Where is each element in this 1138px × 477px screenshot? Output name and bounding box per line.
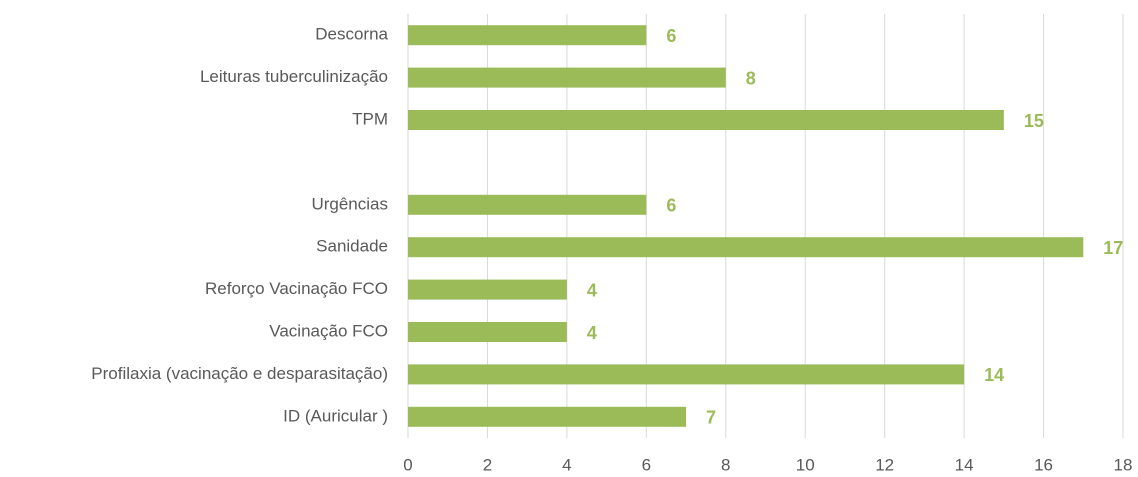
bar (408, 110, 1004, 130)
x-tick-label: 2 (483, 455, 492, 474)
bar (408, 279, 567, 300)
y-tick-label: ID (Auricular ) (283, 406, 388, 425)
x-tick-label: 18 (1114, 455, 1133, 474)
y-tick-label: Reforço Vacinação FCO (205, 279, 388, 298)
bar (408, 194, 647, 215)
y-tick-label: Profilaxia (vacinação e desparasitação) (91, 364, 388, 383)
bar (408, 237, 1084, 258)
x-tick-label: 4 (562, 455, 571, 474)
value-label: 8 (746, 68, 756, 88)
value-label: 7 (706, 408, 716, 428)
value-label: 14 (984, 365, 1004, 385)
value-label: 6 (666, 26, 676, 46)
value-label: 6 (666, 196, 676, 216)
y-tick-label: Sanidade (316, 237, 388, 256)
y-tick-label: TPM (352, 109, 388, 128)
bar (408, 364, 965, 385)
y-tick-label: Descorna (315, 25, 388, 44)
x-tick-label: 10 (796, 455, 815, 474)
y-tick-label: Vacinação FCO (269, 321, 388, 340)
bar (408, 67, 726, 88)
x-tick-label: 8 (721, 455, 730, 474)
bar (408, 322, 567, 342)
x-tick-label: 0 (403, 455, 412, 474)
y-tick-label: Leituras tuberculinização (200, 67, 388, 86)
x-tick-label: 6 (642, 455, 651, 474)
value-label: 15 (1024, 111, 1044, 131)
value-label: 17 (1103, 238, 1123, 258)
bar (408, 406, 687, 427)
value-label: 4 (587, 280, 597, 300)
bar (408, 25, 647, 46)
y-tick-label: Urgências (311, 194, 388, 213)
value-label: 4 (587, 323, 597, 343)
x-tick-label: 12 (875, 455, 894, 474)
x-tick-label: 14 (955, 455, 974, 474)
x-tick-label: 16 (1034, 455, 1053, 474)
